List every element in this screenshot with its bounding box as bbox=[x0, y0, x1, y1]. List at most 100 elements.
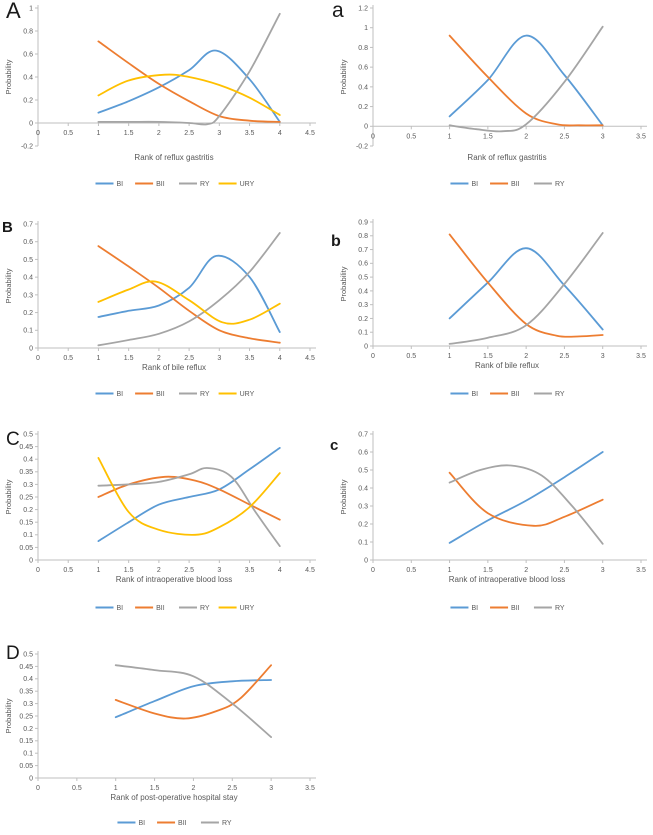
y-axis-title: Probability bbox=[339, 479, 348, 514]
x-tick-label: 2 bbox=[524, 567, 528, 574]
x-tick-label: 0.5 bbox=[406, 567, 416, 574]
x-tick-label: 4.5 bbox=[305, 567, 315, 574]
x-tick-label: 0 bbox=[371, 353, 375, 360]
series-line-BI bbox=[448, 34, 604, 127]
x-tick-label: 2 bbox=[157, 130, 161, 137]
x-tick-label: 2 bbox=[157, 567, 161, 574]
y-tick-label: 0.6 bbox=[23, 239, 33, 246]
y-tick-label: 0.05 bbox=[19, 545, 33, 552]
x-tick-label: 3 bbox=[601, 133, 605, 140]
panel-letter-c: c bbox=[330, 437, 339, 454]
x-axis-title: Rank of intraoperative blood loss bbox=[449, 575, 566, 584]
x-tick-label: 1.5 bbox=[483, 353, 493, 360]
y-tick-label: 0.2 bbox=[23, 310, 33, 317]
x-tick-label: 1 bbox=[448, 353, 452, 360]
legend-label-BII: BII bbox=[156, 605, 165, 612]
x-tick-label: 0 bbox=[36, 130, 40, 137]
series-line-RY bbox=[448, 464, 604, 545]
panel-A: A -0.2 0 0.2 0.4 0.6 0.8 1 0 0.5 1 1.5 2 2.5 3 3.5 4 4.5… bbox=[0, 0, 320, 208]
x-axis-title: Rank of reflux gastritis bbox=[467, 153, 546, 162]
panel-letter-D: D bbox=[6, 643, 20, 664]
x-tick-label: 4 bbox=[278, 130, 282, 137]
x-tick-label: 1 bbox=[96, 355, 100, 362]
x-tick-label: 4.5 bbox=[305, 130, 315, 137]
x-tick-label: 0.5 bbox=[72, 785, 82, 792]
x-tick-label: 3.5 bbox=[245, 130, 255, 137]
y-tick-label: 0 bbox=[364, 124, 368, 131]
legend-label-BI: BI bbox=[138, 820, 145, 827]
series-line-BI bbox=[97, 447, 281, 542]
y-tick-label: 0 bbox=[29, 345, 33, 352]
y-tick-label: 0.3 bbox=[23, 292, 33, 299]
y-tick-label: 0.1 bbox=[358, 539, 368, 546]
panel-letter-A: A bbox=[6, 0, 21, 23]
series-line-BII bbox=[114, 664, 272, 720]
series-line-URY bbox=[97, 73, 281, 116]
x-tick-label: 2.5 bbox=[227, 785, 237, 792]
y-tick-label: 0.7 bbox=[358, 431, 368, 438]
y-tick-label: 0.05 bbox=[19, 763, 33, 770]
y-tick-label: 0.5 bbox=[23, 651, 33, 658]
x-tick-label: 3 bbox=[217, 130, 221, 137]
panel-letter-B: B bbox=[2, 219, 13, 236]
y-tick-label: 0.6 bbox=[358, 65, 368, 72]
x-tick-label: 0.5 bbox=[63, 130, 73, 137]
y-tick-label: 0.4 bbox=[23, 275, 33, 282]
x-tick-label: 0 bbox=[36, 355, 40, 362]
y-tick-label: 0.4 bbox=[23, 676, 33, 683]
y-tick-label: 0.3 bbox=[358, 503, 368, 510]
chart-A: -0.200.20.40.60.810 0.5 1 1.5 2 2.5 3 3.5 4 4.5Pr… bbox=[4, 5, 316, 188]
x-tick-label: 1 bbox=[448, 133, 452, 140]
y-tick-label: 0.8 bbox=[358, 233, 368, 240]
y-tick-label: 0.8 bbox=[358, 45, 368, 52]
y-tick-label: 0.1 bbox=[23, 532, 33, 539]
x-axis-title: Rank of bile reflux bbox=[475, 361, 539, 370]
legend-label-RY: RY bbox=[555, 391, 565, 398]
x-axis-title: Rank of bile reflux bbox=[142, 363, 206, 372]
y-tick-label: 0.2 bbox=[358, 521, 368, 528]
legend-label-BI: BI bbox=[117, 391, 124, 398]
x-axis-title: Rank of intraoperative blood loss bbox=[116, 575, 233, 584]
y-tick-label: 0.1 bbox=[358, 330, 368, 337]
x-tick-label: 4 bbox=[278, 567, 282, 574]
legend-label-BI: BI bbox=[471, 181, 478, 188]
x-tick-label: 1.5 bbox=[483, 133, 493, 140]
panel-a: a -0.2 0 0.2 0.4 0.6 0.8 1 1.2 0 0.5 1 1.5 2 2.5 3 3.5 P… bbox=[323, 0, 653, 208]
y-tick-label: 0.7 bbox=[358, 247, 368, 254]
y-tick-label: 0.35 bbox=[19, 689, 33, 696]
x-tick-label: 2.5 bbox=[184, 130, 194, 137]
series-line-BII bbox=[448, 233, 604, 338]
y-tick-label: 0 bbox=[29, 775, 33, 782]
x-tick-label: 2 bbox=[524, 353, 528, 360]
chart-a: -0.200.20.40.60.811.20 0.5 1 1.5 2 2.5 3 3.5Pro… bbox=[339, 5, 647, 188]
chart-b: 0 0.1 0.2 0.3 0.4 0.5 0.6 0.7 0.8 0.9 0 0.5 1 1.5 2 2.5… bbox=[339, 219, 647, 398]
y-tick-label: 0.3 bbox=[23, 701, 33, 708]
panel-b: b 0 0.1 0.2 0.3 0.4 0.5 0.6 0.7 0.8 0.9 0 0.5 1 1.5 2 2… bbox=[323, 212, 653, 420]
x-tick-label: 1 bbox=[448, 567, 452, 574]
series-line-BII bbox=[97, 40, 281, 123]
x-tick-label: 0.5 bbox=[406, 133, 416, 140]
x-tick-label: 3 bbox=[269, 785, 273, 792]
x-tick-label: 4.5 bbox=[305, 355, 315, 362]
legend-label-BII: BII bbox=[511, 605, 520, 612]
series-line-BII bbox=[97, 245, 281, 344]
legend-label-RY: RY bbox=[200, 181, 210, 188]
x-tick-label: 1 bbox=[96, 567, 100, 574]
y-tick-label: 0 bbox=[29, 557, 33, 564]
x-tick-label: 0 bbox=[36, 785, 40, 792]
chart-c: 0 0.1 0.2 0.3 0.4 0.5 0.6 0.7 0 0.5 1 1.5 2 2.5 3 3.5 Pr… bbox=[339, 431, 647, 612]
panel-letter-a: a bbox=[332, 0, 344, 22]
x-tick-label: 2.5 bbox=[184, 567, 194, 574]
y-tick-label: 0.4 bbox=[23, 457, 33, 464]
y-tick-label: 0 bbox=[364, 343, 368, 350]
y-axis-title: Probability bbox=[4, 698, 13, 733]
legend-label-BII: BII bbox=[156, 391, 165, 398]
y-tick-label: 0.7 bbox=[23, 221, 33, 228]
y-tick-label: 0.6 bbox=[23, 51, 33, 58]
series-line-BII bbox=[97, 475, 281, 521]
legend-label-URY: URY bbox=[240, 391, 255, 398]
y-tick-label: 0.15 bbox=[19, 738, 33, 745]
y-tick-label: 0.25 bbox=[19, 494, 33, 501]
y-tick-label: 0.6 bbox=[358, 261, 368, 268]
y-tick-label: 1.2 bbox=[358, 5, 368, 12]
